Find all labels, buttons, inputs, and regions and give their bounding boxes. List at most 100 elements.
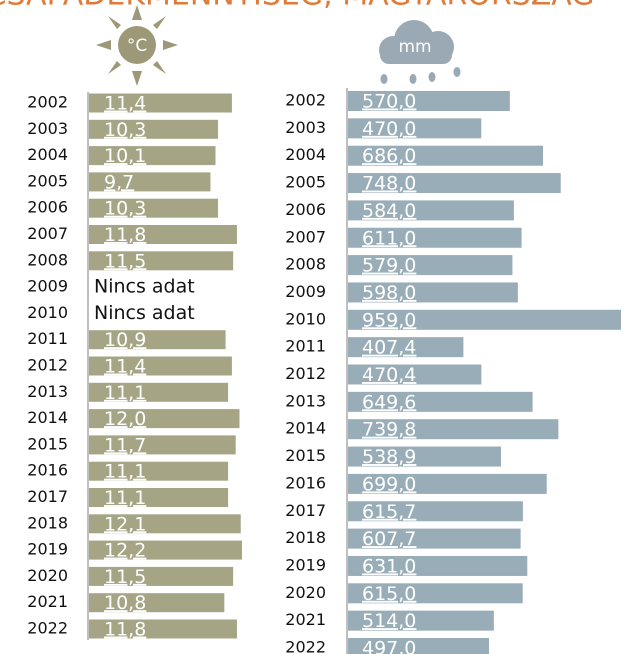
year-label: 2020 bbox=[27, 566, 68, 585]
year-label: 2018 bbox=[285, 528, 326, 547]
value-label: 959,0 bbox=[362, 309, 416, 331]
year-label: 2015 bbox=[285, 446, 326, 465]
bar bbox=[348, 145, 543, 166]
value-label: 649,6 bbox=[362, 391, 416, 413]
year-label: 2010 bbox=[27, 303, 68, 322]
bar bbox=[348, 610, 494, 631]
value-label: 11,4 bbox=[104, 93, 146, 115]
year-label: 2002 bbox=[27, 93, 68, 112]
value-label: 11,4 bbox=[104, 356, 146, 378]
value-label: 11,8 bbox=[104, 619, 146, 641]
year-label: 2019 bbox=[27, 540, 68, 559]
bar bbox=[89, 93, 232, 113]
value-label: 514,0 bbox=[362, 610, 416, 632]
value-label: 9,7 bbox=[104, 171, 134, 193]
bar bbox=[89, 619, 237, 639]
year-label: 2009 bbox=[285, 282, 326, 301]
bar bbox=[348, 282, 518, 303]
value-label: 598,0 bbox=[362, 282, 416, 304]
year-label: 2002 bbox=[285, 91, 326, 110]
value-label: 11,5 bbox=[104, 250, 146, 272]
bar bbox=[89, 330, 226, 350]
cloud-icon bbox=[379, 20, 461, 84]
year-label: 2006 bbox=[27, 198, 68, 217]
bar bbox=[348, 118, 482, 139]
value-label: 12,2 bbox=[104, 540, 146, 562]
unit-label: °C bbox=[127, 36, 147, 56]
bar bbox=[348, 555, 528, 576]
year-label: 2004 bbox=[27, 145, 68, 164]
value-label: 584,0 bbox=[362, 200, 416, 222]
value-label: 407,4 bbox=[362, 337, 416, 359]
no-data-label: Nincs adat bbox=[94, 302, 195, 324]
bar bbox=[89, 435, 236, 455]
bar bbox=[89, 488, 229, 507]
value-label: 10,9 bbox=[104, 329, 146, 351]
value-label: 11,5 bbox=[104, 566, 146, 588]
bar bbox=[89, 146, 216, 166]
bar bbox=[89, 119, 219, 139]
value-label: 11,8 bbox=[104, 224, 146, 246]
year-label: 2013 bbox=[285, 391, 326, 410]
value-label: 631,0 bbox=[362, 555, 416, 577]
value-label: 615,7 bbox=[362, 501, 416, 523]
year-label: 2021 bbox=[285, 610, 326, 629]
value-label: 10,3 bbox=[104, 198, 146, 220]
year-label: 2013 bbox=[27, 382, 68, 401]
bar bbox=[89, 593, 225, 613]
year-label: 2022 bbox=[285, 638, 326, 654]
bar bbox=[348, 255, 513, 276]
year-label: 2005 bbox=[285, 173, 326, 192]
value-label: 607,7 bbox=[362, 528, 416, 550]
value-label: 497,0 bbox=[362, 638, 416, 654]
value-label: 10,1 bbox=[104, 145, 146, 167]
year-label: 2003 bbox=[285, 118, 326, 137]
value-label: 739,8 bbox=[362, 419, 416, 441]
bar bbox=[348, 419, 559, 440]
bar bbox=[348, 337, 464, 358]
bar bbox=[348, 446, 501, 467]
value-label: 12,0 bbox=[104, 408, 146, 430]
value-label: 748,0 bbox=[362, 173, 416, 195]
value-label: 470,4 bbox=[362, 364, 416, 386]
bar bbox=[89, 172, 211, 192]
bar bbox=[348, 309, 621, 330]
bar bbox=[89, 409, 240, 429]
bar bbox=[348, 391, 533, 412]
bar bbox=[89, 198, 219, 218]
value-label: 11,1 bbox=[104, 382, 146, 404]
year-label: 2022 bbox=[27, 619, 68, 638]
bar bbox=[89, 225, 237, 244]
title: CSAPADÉKMENNYISÉG, MAGYARORSZÁG bbox=[0, 0, 595, 13]
bar bbox=[348, 501, 523, 522]
value-label: 538,9 bbox=[362, 446, 416, 468]
year-label: 2014 bbox=[27, 408, 68, 427]
value-label: 10,8 bbox=[104, 592, 146, 614]
value-label: 11,1 bbox=[104, 487, 146, 509]
bar bbox=[89, 514, 241, 534]
bar bbox=[348, 528, 521, 549]
no-data-label: Nincs adat bbox=[94, 276, 195, 298]
year-label: 2011 bbox=[285, 337, 326, 356]
year-label: 2021 bbox=[27, 592, 68, 611]
year-label: 2006 bbox=[285, 200, 326, 219]
bar bbox=[89, 461, 229, 481]
bar bbox=[89, 356, 232, 376]
year-label: 2017 bbox=[27, 487, 68, 506]
year-label: 2007 bbox=[285, 227, 326, 246]
value-label: 699,0 bbox=[362, 473, 416, 495]
unit-label: mm bbox=[398, 37, 431, 57]
bar bbox=[348, 91, 510, 111]
year-label: 2008 bbox=[285, 255, 326, 274]
bar bbox=[89, 382, 229, 402]
year-label: 2017 bbox=[285, 501, 326, 520]
value-label: 12,1 bbox=[104, 513, 146, 535]
bar bbox=[89, 251, 234, 271]
value-label: 10,3 bbox=[104, 119, 146, 141]
year-label: 2016 bbox=[285, 473, 326, 492]
bar bbox=[348, 173, 561, 194]
year-label: 2018 bbox=[27, 513, 68, 532]
sun-icon bbox=[96, 5, 178, 86]
value-label: 611,0 bbox=[362, 227, 416, 249]
